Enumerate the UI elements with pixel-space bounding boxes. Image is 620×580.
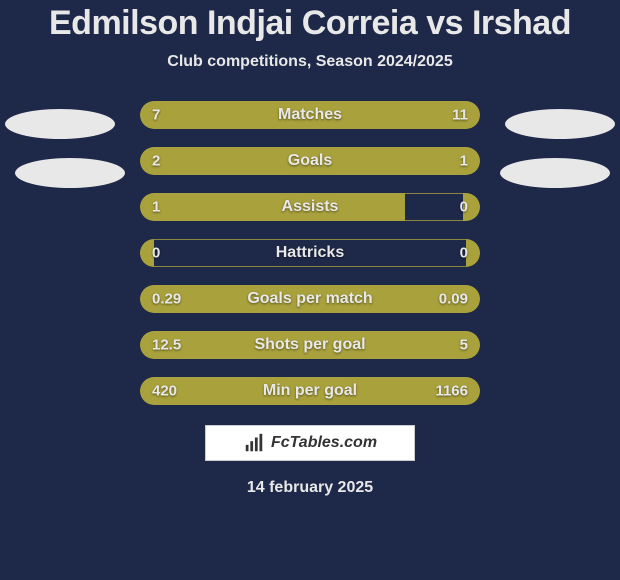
comparison-chart: 7 Matches 11 2 Goals 1 1 Assists 0 0 Hat… xyxy=(0,101,620,405)
stat-row-min-per-goal: 420 Min per goal 1166 xyxy=(140,377,480,405)
stat-row-assists: 1 Assists 0 xyxy=(140,193,480,221)
infographic-container: Edmilson Indjai Correia vs Irshad Club c… xyxy=(0,0,620,580)
stat-label: Assists xyxy=(282,198,339,216)
stat-row-goals-per-match: 0.29 Goals per match 0.09 xyxy=(140,285,480,313)
bar-left xyxy=(140,147,368,175)
value-left: 420 xyxy=(152,383,177,400)
date-text: 14 february 2025 xyxy=(247,479,373,497)
bar-left xyxy=(140,193,405,221)
value-left: 1 xyxy=(152,199,160,216)
value-right: 11 xyxy=(452,107,468,124)
value-right: 0.09 xyxy=(439,291,468,308)
stat-label: Goals xyxy=(288,152,332,170)
value-left: 2 xyxy=(152,153,160,170)
page-title: Edmilson Indjai Correia vs Irshad xyxy=(49,4,571,43)
subtitle: Club competitions, Season 2024/2025 xyxy=(167,53,452,71)
value-left: 0.29 xyxy=(152,291,181,308)
stat-label: Min per goal xyxy=(263,382,357,400)
value-right: 0 xyxy=(460,245,468,262)
value-right: 0 xyxy=(460,199,468,216)
value-right: 1166 xyxy=(435,383,468,400)
value-right: 5 xyxy=(460,337,468,354)
stat-row-hattricks: 0 Hattricks 0 xyxy=(140,239,480,267)
stat-label: Shots per goal xyxy=(254,336,365,354)
stat-row-matches: 7 Matches 11 xyxy=(140,101,480,129)
stat-label: Matches xyxy=(278,106,342,124)
value-left: 7 xyxy=(152,107,160,124)
player-avatar-placeholder-right-1 xyxy=(505,109,615,139)
value-right: 1 xyxy=(460,153,468,170)
value-left: 12.5 xyxy=(152,337,181,354)
chart-icon xyxy=(243,432,265,454)
stat-row-shots-per-goal: 12.5 Shots per goal 5 xyxy=(140,331,480,359)
watermark-text: FcTables.com xyxy=(271,434,377,452)
value-left: 0 xyxy=(152,245,160,262)
player-avatar-placeholder-left-1 xyxy=(5,109,115,139)
watermark-badge: FcTables.com xyxy=(205,425,415,461)
bar-right xyxy=(466,239,480,267)
player-avatar-placeholder-right-2 xyxy=(500,158,610,188)
stat-label: Hattricks xyxy=(276,244,344,262)
player-avatar-placeholder-left-2 xyxy=(15,158,125,188)
stat-label: Goals per match xyxy=(247,290,372,308)
stat-row-goals: 2 Goals 1 xyxy=(140,147,480,175)
